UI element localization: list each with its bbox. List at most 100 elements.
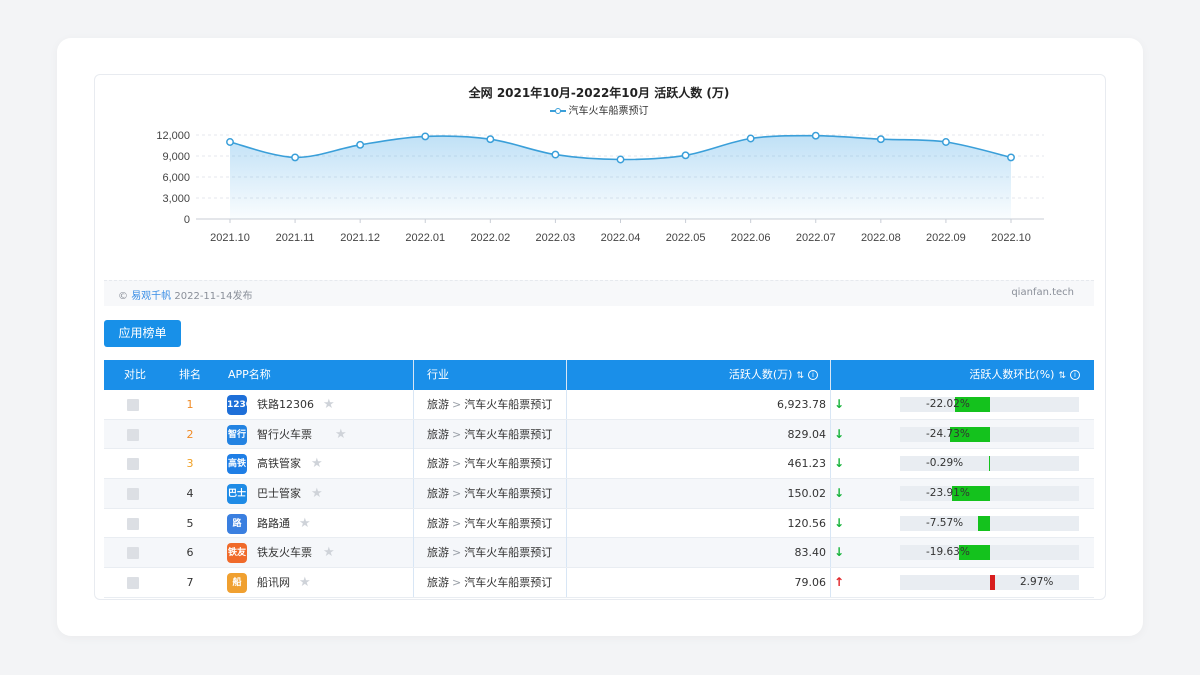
sort-icon[interactable]: ⇅: [796, 371, 804, 381]
industry-path: 旅游 > 汽车火车船票预订: [427, 509, 552, 538]
app-icon[interactable]: 智行: [227, 424, 247, 445]
industry-label[interactable]: 旅游: [427, 576, 449, 590]
app-icon[interactable]: 铁友: [227, 543, 247, 564]
table-row[interactable]: 1 12306 铁路12306 ★ 旅游 > 汽车火车船票预订 6,923.78 ↓ -22.02…: [104, 390, 1094, 420]
active-users-value: 6,923.78: [777, 398, 826, 411]
sort-icon[interactable]: ⇅: [1058, 371, 1066, 381]
header-active-users[interactable]: 活跃人数(万) ⇅ i: [729, 360, 818, 390]
mom-percent: -24.73%: [926, 427, 970, 440]
data-point[interactable]: [551, 150, 560, 159]
chevron-right-icon: >: [452, 516, 462, 530]
compare-checkbox[interactable]: [127, 517, 139, 530]
compare-checkbox[interactable]: [127, 399, 139, 411]
table-row[interactable]: 6 铁友 铁友火车票 ★ 旅游 > 汽车火车船票预订 83.40 ↓ -19.63%: [104, 538, 1094, 569]
sub-industry-label[interactable]: 汽车火车船票预订: [464, 398, 553, 411]
column-divider: [566, 538, 567, 568]
app-name-link[interactable]: 船讯网: [257, 576, 290, 590]
data-point[interactable]: [876, 135, 885, 144]
data-point[interactable]: [421, 132, 430, 141]
industry-label[interactable]: 旅游: [427, 398, 449, 411]
sub-industry-label[interactable]: 汽车火车船票预订: [464, 457, 553, 471]
industry-label[interactable]: 旅游: [427, 546, 449, 560]
table-row[interactable]: 3 高铁 高铁管家 ★ 旅游 > 汽车火车船票预订 461.23 ↓ -0.29%: [104, 449, 1094, 480]
chart-legend[interactable]: 汽车火车船票预订: [104, 102, 1094, 117]
data-point[interactable]: [356, 140, 365, 149]
industry-label[interactable]: 旅游: [427, 457, 449, 471]
x-tick-label: 2022.02: [470, 232, 510, 244]
arrow-down-icon: ↓: [833, 486, 844, 501]
app-icon[interactable]: 高铁: [227, 454, 247, 475]
industry-label[interactable]: 旅游: [427, 516, 449, 530]
app-icon[interactable]: 船: [227, 573, 247, 594]
rank-number: 4: [186, 487, 194, 501]
app-name-link[interactable]: 巴士管家: [257, 487, 301, 501]
data-point[interactable]: [1007, 153, 1015, 162]
star-icon[interactable]: ★: [311, 456, 323, 472]
active-users-chart: 全网 2021年10月-2022年10月 活跃人数 (万) 汽车火车船票预订 0…: [104, 78, 1094, 306]
mom-bar: [977, 515, 990, 531]
data-point[interactable]: [746, 134, 755, 143]
star-icon[interactable]: ★: [323, 397, 335, 412]
header-app-name: APP名称: [228, 368, 271, 381]
industry-label[interactable]: 旅游: [427, 427, 449, 441]
x-tick-label: 2022.07: [796, 232, 836, 244]
data-point[interactable]: [681, 151, 690, 160]
data-point[interactable]: [226, 138, 234, 146]
sub-industry-label[interactable]: 汽车火车船票预订: [464, 516, 553, 530]
app-name-link[interactable]: 路路通: [257, 516, 290, 530]
sub-industry-label[interactable]: 汽车火车船票预订: [464, 487, 553, 501]
compare-checkbox[interactable]: [127, 577, 139, 590]
star-icon[interactable]: ★: [299, 515, 311, 531]
mom-percent: -0.29%: [926, 457, 964, 470]
sub-industry-label[interactable]: 汽车火车船票预订: [464, 546, 553, 560]
footer-date: 2022-11-14发布: [174, 291, 253, 302]
table-row[interactable]: 4 巴士 巴士管家 ★ 旅游 > 汽车火车船票预订 150.02 ↓ -23.91%: [104, 479, 1094, 509]
chart-footer: © 易观千帆 2022-11-14发布 qianfan.tech: [104, 280, 1094, 306]
star-icon[interactable]: ★: [335, 426, 347, 442]
y-tick-label: 3,000: [162, 193, 190, 205]
column-divider: [830, 538, 831, 568]
column-divider: [413, 419, 414, 449]
chevron-right-icon: >: [452, 398, 462, 411]
data-point[interactable]: [941, 138, 950, 146]
industry-label[interactable]: 旅游: [427, 487, 449, 501]
column-divider: [830, 390, 831, 419]
sub-industry-label[interactable]: 汽车火车船票预订: [464, 576, 553, 590]
column-divider: [830, 449, 831, 479]
sub-industry-label[interactable]: 汽车火车船票预订: [464, 427, 553, 441]
active-users-value: 79.06: [794, 576, 827, 590]
compare-checkbox[interactable]: [127, 428, 139, 441]
mom-bar: [958, 545, 990, 561]
compare-checkbox[interactable]: [127, 547, 139, 560]
app-icon[interactable]: 12306: [227, 395, 258, 415]
data-point[interactable]: [486, 135, 495, 144]
data-point[interactable]: [811, 131, 820, 140]
star-icon[interactable]: ★: [323, 545, 335, 561]
app-name-link[interactable]: 铁友火车票: [257, 546, 312, 560]
app-name-link[interactable]: 铁路12306: [257, 398, 314, 411]
table-row[interactable]: 5 路路路通 ★ 旅游 > 汽车火车船票预订 120.56 ↓ -7.57%: [104, 508, 1094, 539]
info-icon[interactable]: i: [1070, 370, 1080, 380]
app-icon[interactable]: 路: [227, 513, 247, 534]
app-name-link[interactable]: 智行火车票: [257, 427, 312, 441]
tab-app-ranking[interactable]: 应用榜单: [104, 320, 181, 347]
star-icon[interactable]: ★: [311, 486, 323, 502]
star-icon[interactable]: ★: [299, 575, 311, 591]
arrow-down-icon: ↓: [833, 397, 844, 411]
app-name-link[interactable]: 高铁管家: [257, 457, 301, 471]
data-point[interactable]: [616, 155, 625, 164]
footer-brand[interactable]: 易观千帆: [131, 291, 172, 302]
table-row[interactable]: 7 船船讯网 ★ 旅游 > 汽车火车船票预订 79.06 ↑ 2.97%: [104, 568, 1094, 598]
mom-percent: 2.97%: [1020, 576, 1054, 589]
table-row[interactable]: 2 智行 智行火车票 ★ 旅游 > 汽车火车船票预订 829.04 ↓ -24.73%: [104, 419, 1094, 450]
column-divider: [413, 538, 414, 568]
compare-checkbox[interactable]: [127, 458, 139, 471]
compare-checkbox[interactable]: [127, 488, 139, 501]
app-icon[interactable]: 巴士: [227, 484, 247, 505]
header-mom[interactable]: 活跃人数环比(%) ⇅ i: [969, 360, 1080, 390]
industry-path: 旅游 > 汽车火车船票预订: [427, 449, 552, 478]
y-tick-label: 6,000: [162, 172, 190, 184]
info-icon[interactable]: i: [808, 370, 818, 380]
x-tick-label: 2021.12: [340, 232, 380, 244]
data-point[interactable]: [291, 153, 300, 162]
